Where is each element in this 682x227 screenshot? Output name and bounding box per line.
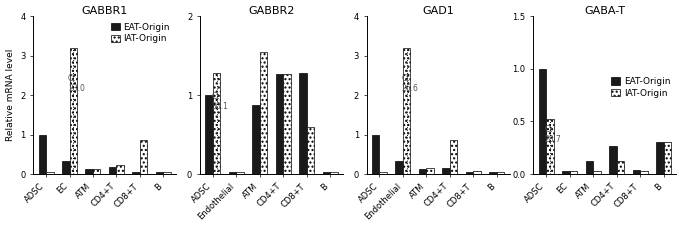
Bar bbox=[164, 172, 171, 174]
Bar bbox=[46, 173, 54, 174]
Bar bbox=[617, 161, 624, 174]
Bar bbox=[236, 172, 243, 174]
Legend: EAT-Origin, IAT-Origin: EAT-Origin, IAT-Origin bbox=[609, 75, 672, 99]
Bar bbox=[489, 173, 496, 174]
Bar bbox=[632, 170, 640, 174]
Bar bbox=[546, 119, 554, 174]
Bar bbox=[205, 95, 213, 174]
Bar bbox=[260, 52, 267, 174]
Text: Ct
28.7: Ct 28.7 bbox=[545, 125, 561, 144]
Title: GABBR2: GABBR2 bbox=[248, 5, 295, 16]
Bar bbox=[323, 172, 330, 174]
Bar bbox=[569, 171, 577, 174]
Bar bbox=[419, 169, 426, 174]
Bar bbox=[132, 173, 140, 174]
Bar bbox=[156, 173, 164, 174]
Bar bbox=[664, 143, 671, 174]
Title: GAD1: GAD1 bbox=[422, 5, 454, 16]
Bar bbox=[307, 127, 314, 174]
Bar bbox=[640, 171, 648, 174]
Bar bbox=[276, 74, 283, 174]
Bar bbox=[496, 173, 504, 174]
Bar bbox=[562, 171, 569, 174]
Bar bbox=[426, 168, 434, 174]
Bar bbox=[656, 143, 664, 174]
Bar bbox=[466, 173, 473, 174]
Text: Ct
26.6: Ct 26.6 bbox=[402, 74, 418, 93]
Bar bbox=[396, 161, 403, 174]
Title: GABA-T: GABA-T bbox=[584, 5, 625, 16]
Bar bbox=[109, 167, 117, 174]
Text: Ct
30.1: Ct 30.1 bbox=[211, 92, 228, 111]
Bar bbox=[586, 161, 593, 174]
Bar bbox=[93, 169, 100, 174]
Bar bbox=[403, 48, 411, 174]
Bar bbox=[228, 172, 236, 174]
Bar bbox=[450, 140, 458, 174]
Bar bbox=[379, 173, 387, 174]
Bar bbox=[252, 105, 260, 174]
Bar bbox=[62, 161, 70, 174]
Bar bbox=[609, 146, 617, 174]
Bar bbox=[283, 74, 291, 174]
Bar bbox=[213, 73, 220, 174]
Bar bbox=[593, 171, 601, 174]
Bar bbox=[117, 165, 124, 174]
Text: Ct
23.0: Ct 23.0 bbox=[68, 74, 85, 93]
Bar bbox=[38, 135, 46, 174]
Bar bbox=[85, 169, 93, 174]
Bar bbox=[330, 172, 338, 174]
Y-axis label: Relative mRNA level: Relative mRNA level bbox=[5, 49, 14, 141]
Bar bbox=[473, 171, 481, 174]
Bar bbox=[140, 140, 147, 174]
Bar bbox=[372, 135, 379, 174]
Bar bbox=[70, 48, 77, 174]
Bar bbox=[443, 168, 450, 174]
Legend: EAT-Origin, IAT-Origin: EAT-Origin, IAT-Origin bbox=[109, 21, 172, 45]
Bar bbox=[539, 69, 546, 174]
Bar bbox=[299, 73, 307, 174]
Title: GABBR1: GABBR1 bbox=[82, 5, 128, 16]
